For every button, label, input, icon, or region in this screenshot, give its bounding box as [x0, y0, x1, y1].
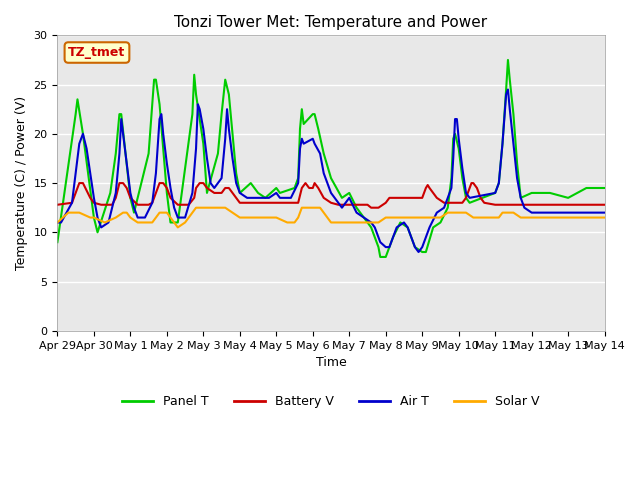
X-axis label: Time: Time: [316, 356, 346, 369]
Battery V: [564, 202, 572, 208]
Solar V: [54, 219, 61, 225]
Air T: [504, 86, 512, 92]
Air T: [486, 191, 493, 197]
Battery V: [431, 192, 439, 198]
Battery V: [76, 180, 83, 186]
Air T: [54, 219, 61, 225]
Line: Solar V: Solar V: [58, 208, 605, 228]
Solar V: [431, 215, 439, 220]
Air T: [275, 192, 282, 198]
Battery V: [54, 202, 61, 208]
Air T: [601, 210, 609, 216]
Solar V: [174, 225, 182, 230]
Panel T: [429, 225, 437, 230]
Air T: [415, 249, 422, 255]
Solar V: [601, 215, 609, 220]
Solar V: [296, 210, 304, 216]
Solar V: [518, 215, 526, 220]
Text: TZ_tmet: TZ_tmet: [68, 46, 125, 59]
Line: Panel T: Panel T: [58, 60, 605, 257]
Solar V: [564, 215, 572, 220]
Panel T: [376, 254, 384, 260]
Solar V: [488, 215, 495, 220]
Air T: [429, 217, 437, 223]
Battery V: [518, 202, 526, 208]
Air T: [518, 200, 526, 205]
Solar V: [192, 205, 200, 211]
Panel T: [486, 192, 493, 198]
Legend: Panel T, Battery V, Air T, Solar V: Panel T, Battery V, Air T, Solar V: [117, 390, 545, 413]
Panel T: [564, 195, 572, 201]
Title: Tonzi Tower Met: Temperature and Power: Tonzi Tower Met: Temperature and Power: [175, 15, 488, 30]
Line: Air T: Air T: [58, 89, 605, 252]
Air T: [292, 184, 300, 190]
Panel T: [54, 240, 61, 245]
Battery V: [601, 202, 609, 208]
Battery V: [488, 201, 495, 207]
Panel T: [275, 188, 282, 193]
Battery V: [294, 200, 302, 205]
Battery V: [276, 200, 284, 205]
Panel T: [518, 194, 526, 200]
Y-axis label: Temperature (C) / Power (V): Temperature (C) / Power (V): [15, 96, 28, 270]
Panel T: [504, 57, 512, 63]
Panel T: [601, 185, 609, 191]
Solar V: [278, 217, 285, 223]
Air T: [564, 210, 572, 216]
Panel T: [292, 180, 300, 186]
Line: Battery V: Battery V: [58, 183, 605, 208]
Battery V: [367, 205, 375, 211]
